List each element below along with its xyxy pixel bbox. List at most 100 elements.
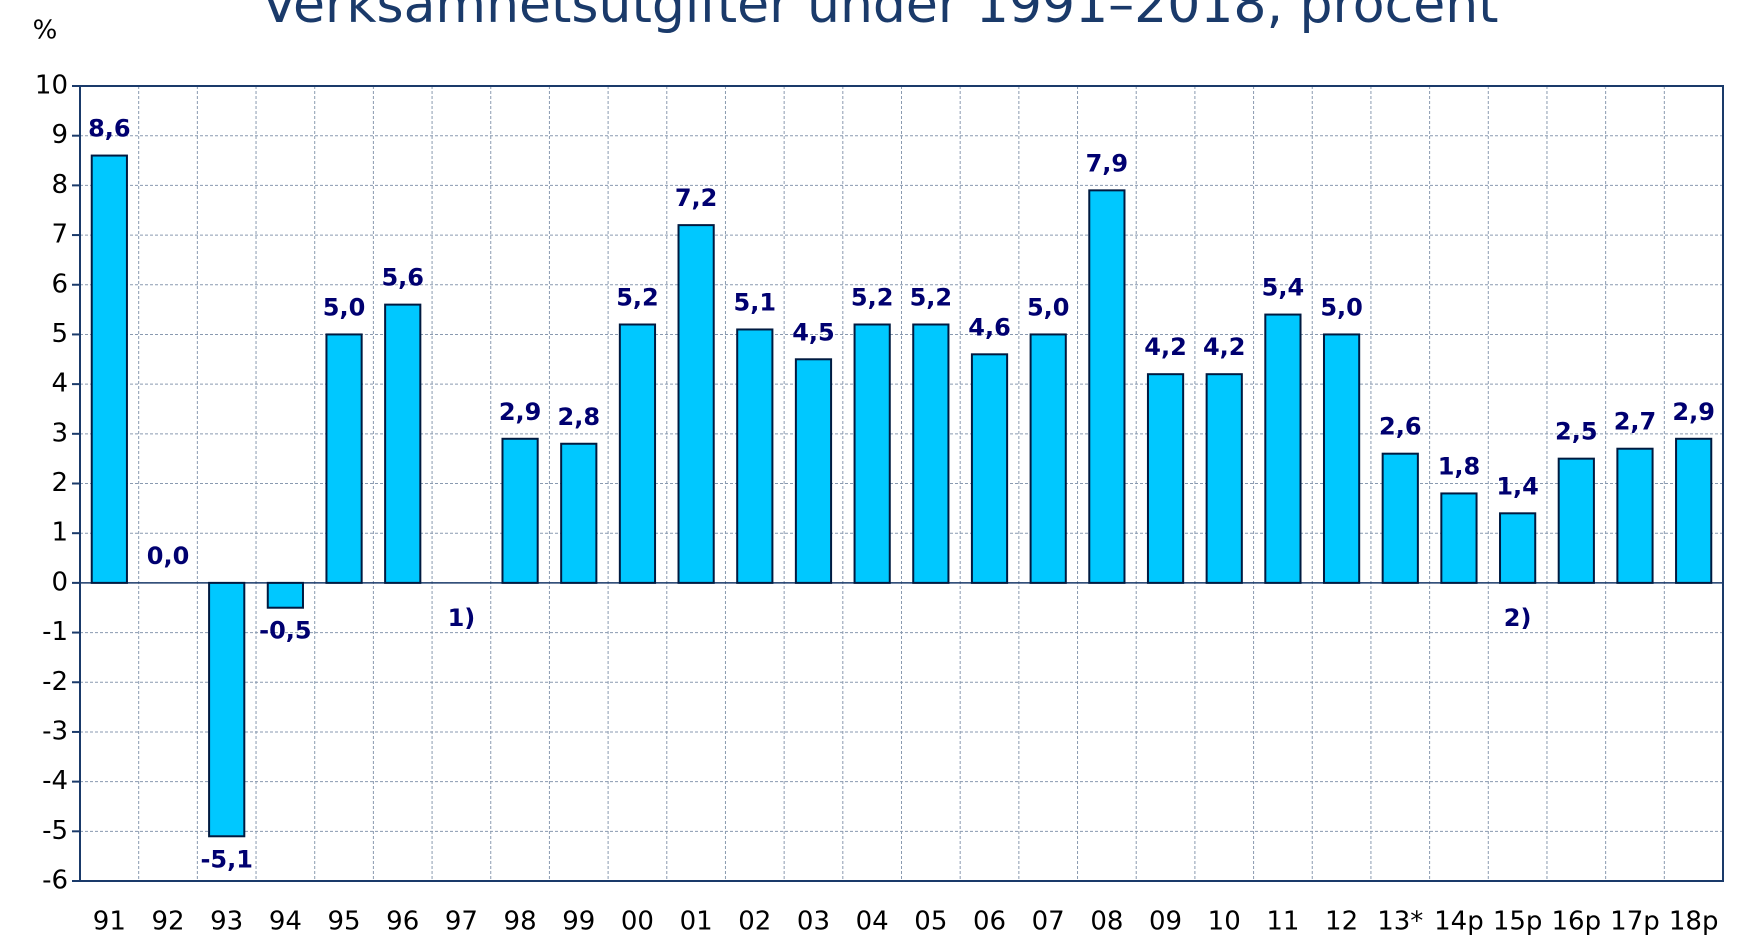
bar — [266, 581, 304, 609]
y-tick-label: 8 — [51, 170, 68, 200]
annotation: 1) — [448, 604, 476, 632]
value-label: 5,0 — [1027, 293, 1070, 321]
y-tick-label: -6 — [42, 866, 68, 896]
x-tick-label: 07 — [1032, 907, 1065, 937]
value-label: 2,8 — [558, 403, 601, 431]
value-label: 2,9 — [1672, 398, 1715, 426]
bar — [1381, 452, 1419, 584]
value-label: 4,5 — [792, 318, 835, 346]
y-tick-label: 10 — [35, 71, 68, 101]
annotation: 2) — [1504, 604, 1532, 632]
x-tick-label: 12 — [1325, 907, 1358, 937]
value-label: 1,4 — [1496, 472, 1539, 500]
y-tick-label: -2 — [42, 667, 68, 697]
bar — [1029, 333, 1067, 584]
x-tick-label: 91 — [93, 907, 126, 937]
y-tick-label: 9 — [51, 120, 68, 150]
y-tick-label: -3 — [42, 716, 68, 746]
bar — [1146, 373, 1185, 584]
y-tick-label: 0 — [51, 567, 68, 597]
value-label: 1,8 — [1438, 452, 1481, 480]
bar — [1616, 447, 1654, 584]
x-tick-label: 01 — [680, 907, 713, 937]
bar — [1675, 437, 1713, 584]
value-label: 2,7 — [1614, 408, 1657, 436]
y-tick-label: -1 — [42, 617, 68, 647]
value-label: 5,4 — [1262, 274, 1305, 302]
bar — [1088, 189, 1126, 584]
bar — [1264, 313, 1302, 584]
x-tick-label: 97 — [445, 907, 478, 937]
x-tick-label: 93 — [210, 907, 243, 937]
value-label: 4,6 — [968, 313, 1011, 341]
bar — [736, 328, 774, 584]
y-tick-label: 3 — [51, 418, 68, 448]
x-tick-label: 03 — [797, 907, 830, 937]
y-tick-label: -4 — [42, 766, 68, 796]
bar — [325, 333, 363, 584]
x-tick-label: 00 — [621, 907, 654, 937]
value-label: 2,9 — [499, 398, 542, 426]
x-tick-label: 98 — [504, 907, 537, 937]
x-tick-label: 14p — [1434, 907, 1484, 937]
y-tick-label: 2 — [51, 468, 68, 498]
y-tick-label: 5 — [51, 319, 68, 349]
y-tick-label: 1 — [51, 518, 68, 548]
x-tick-label: 06 — [973, 907, 1006, 937]
plot-frame — [79, 85, 1724, 882]
bar — [1440, 492, 1478, 584]
x-tick-label: 99 — [562, 907, 595, 937]
value-label: 4,2 — [1144, 333, 1187, 361]
y-tick-label: 7 — [51, 220, 68, 250]
bar — [1499, 512, 1537, 584]
x-tick-label: 17p — [1610, 907, 1660, 937]
bar — [677, 224, 715, 584]
bar — [912, 323, 950, 584]
value-label: 5,0 — [1320, 293, 1363, 321]
x-tick-label: 92 — [151, 907, 184, 937]
value-label: 5,1 — [734, 288, 777, 316]
y-axis-label: % — [33, 16, 58, 46]
value-label: 7,2 — [675, 184, 718, 212]
x-tick-label: 02 — [738, 907, 771, 937]
value-label: 7,9 — [1086, 149, 1129, 177]
bar — [970, 353, 1009, 584]
value-label: 0,0 — [147, 542, 190, 570]
value-label: 5,6 — [381, 264, 424, 292]
bar — [853, 323, 891, 584]
bar — [384, 303, 422, 584]
value-label: -5,1 — [200, 845, 252, 873]
x-tick-label: 05 — [914, 907, 947, 937]
bar — [1322, 333, 1361, 584]
value-label: 5,0 — [323, 293, 366, 321]
value-label: -0,5 — [259, 617, 311, 645]
value-label: 4,2 — [1203, 333, 1246, 361]
value-label: 5,2 — [851, 284, 894, 312]
bar — [560, 442, 598, 584]
bar — [501, 437, 539, 584]
x-tick-label: 10 — [1208, 907, 1241, 937]
y-tick-label: 4 — [51, 369, 68, 399]
chart-title: Verksamhetsutgifter under 1991–2018, pro… — [261, 0, 1498, 35]
bar — [1205, 373, 1243, 584]
bar — [618, 323, 657, 584]
value-label: 2,5 — [1555, 418, 1598, 446]
x-tick-label: 94 — [269, 907, 302, 937]
x-tick-label: 13* — [1377, 907, 1423, 937]
value-label: 8,6 — [88, 115, 131, 143]
value-label: 5,2 — [616, 284, 659, 312]
bar — [794, 358, 833, 584]
bar — [90, 154, 128, 584]
x-tick-label: 11 — [1266, 907, 1299, 937]
y-tick-label: -5 — [42, 816, 68, 846]
value-label: 5,2 — [910, 284, 953, 312]
x-tick-label: 09 — [1149, 907, 1182, 937]
x-tick-label: 18p — [1669, 907, 1719, 937]
bar — [208, 581, 246, 838]
x-tick-label: 04 — [856, 907, 889, 937]
bar — [1557, 457, 1595, 584]
y-tick-label: 6 — [51, 269, 68, 299]
x-tick-label: 95 — [328, 907, 361, 937]
x-tick-label: 96 — [386, 907, 419, 937]
